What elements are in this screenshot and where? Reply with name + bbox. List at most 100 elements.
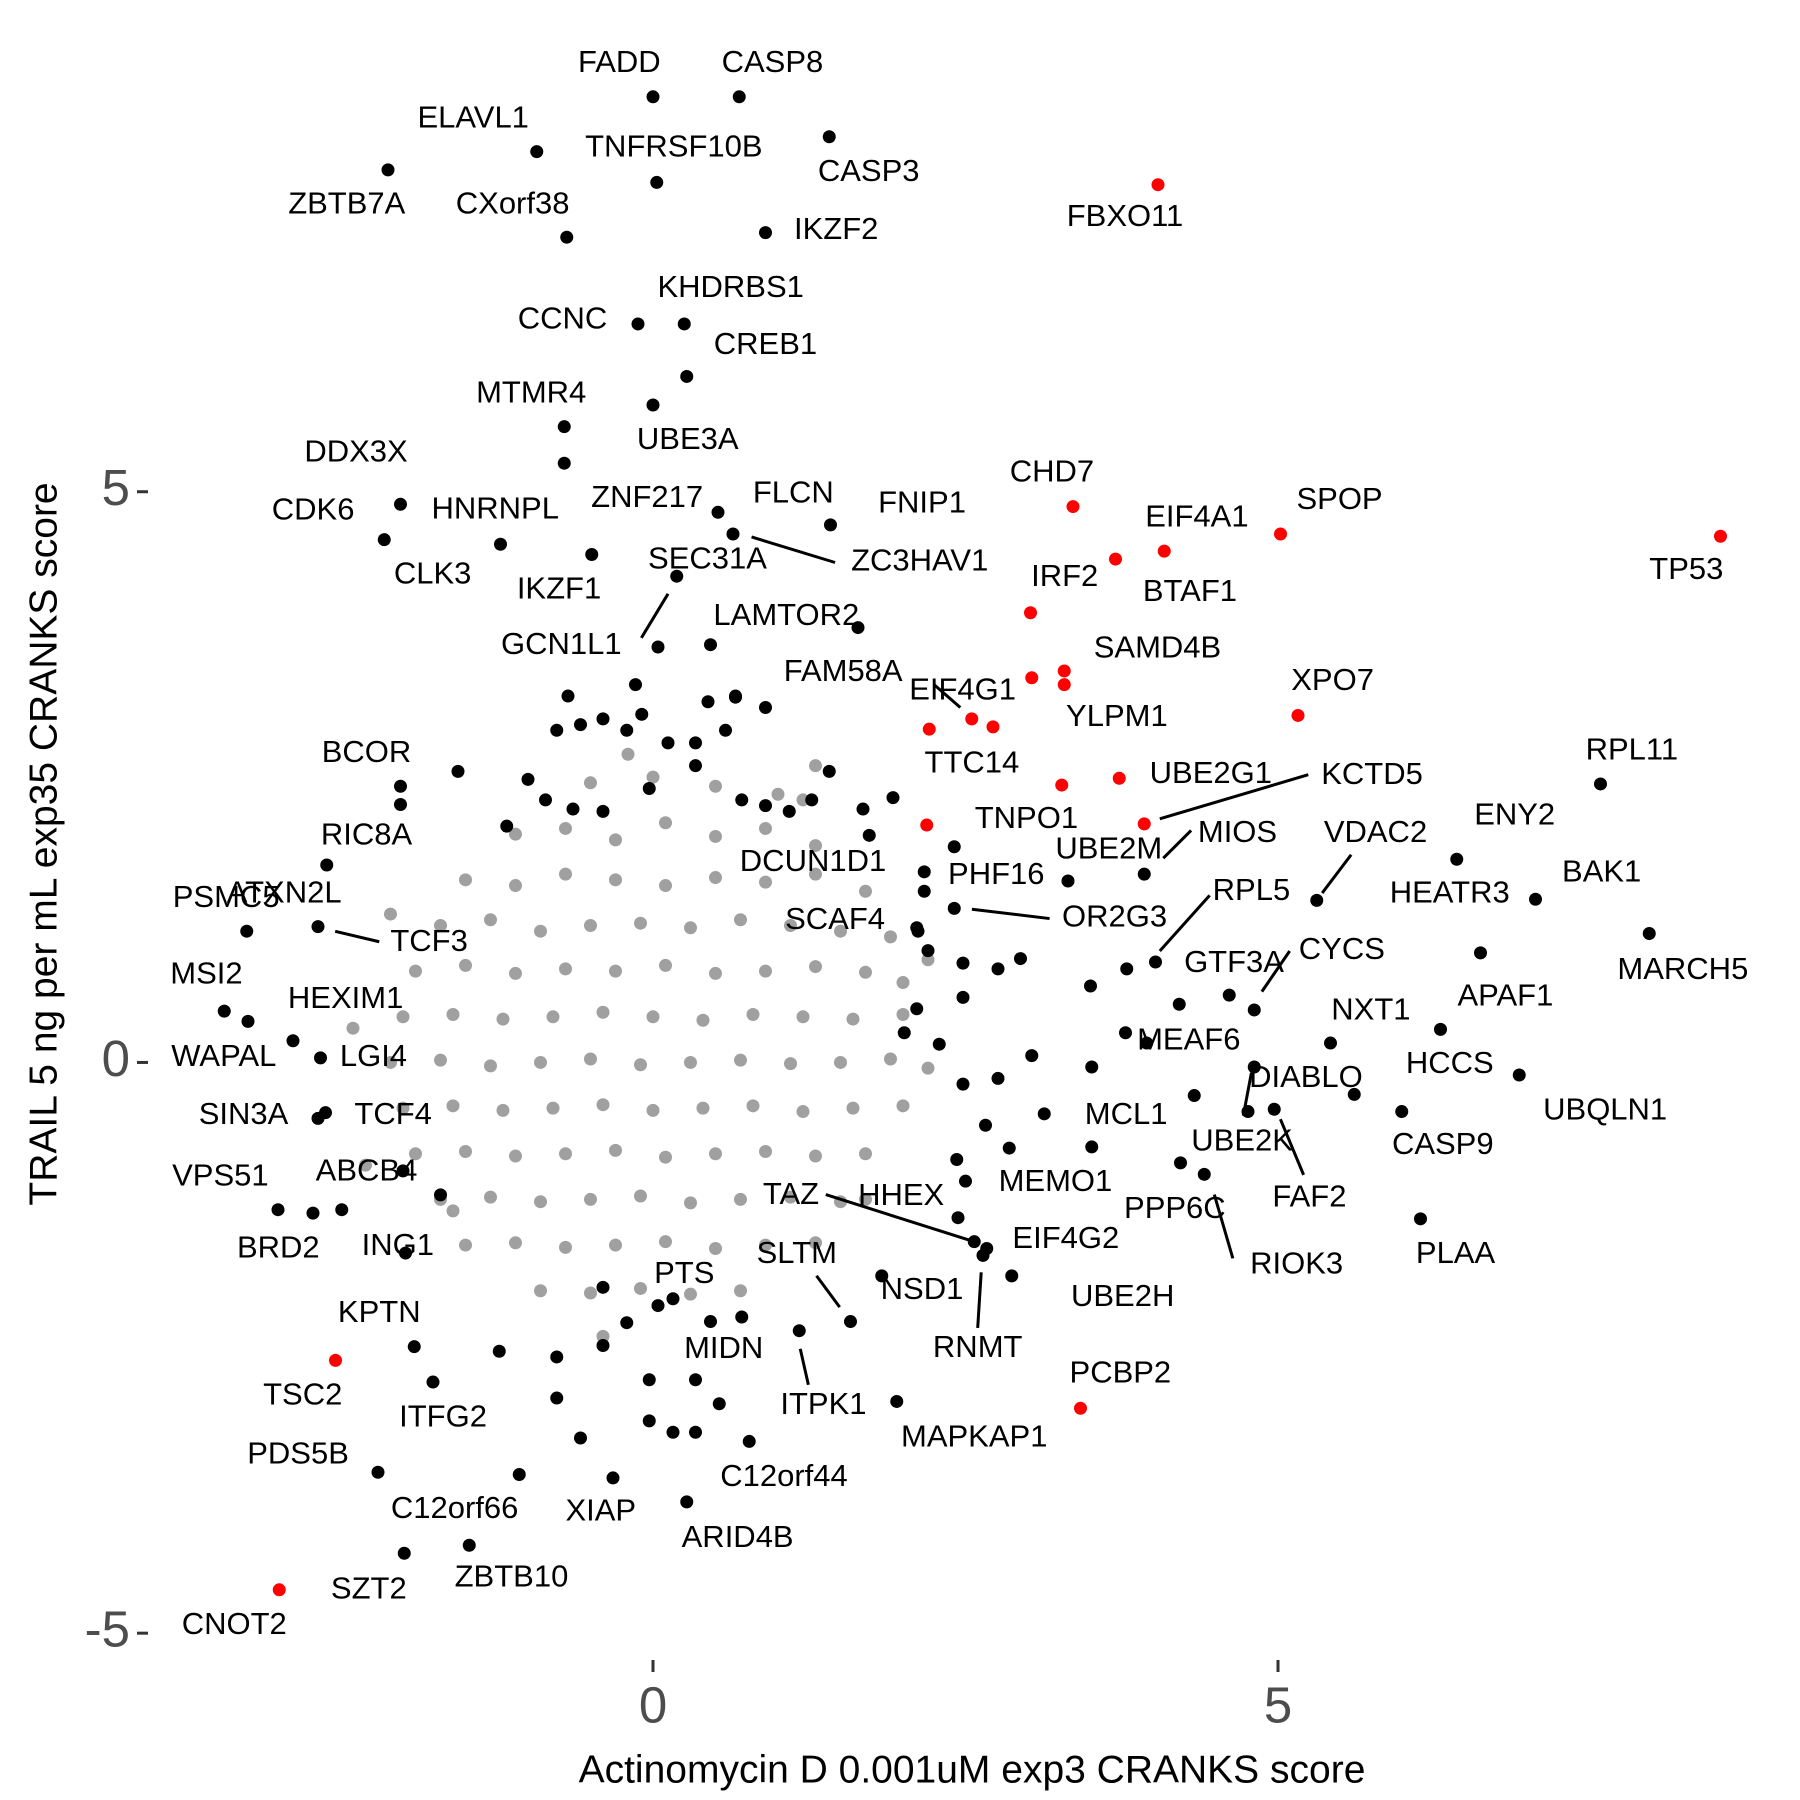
point [546,1010,560,1024]
point [550,723,564,737]
point-label: PCBP2 [1070,1355,1172,1390]
point-label: PDS5B [247,1436,349,1471]
point [459,958,472,972]
y-tick-label: -5 [85,1601,130,1658]
point [711,505,725,519]
point [1037,1107,1051,1121]
point-label: HEATR3 [1390,874,1510,909]
point [734,1284,747,1298]
point [496,1103,510,1117]
point [859,965,872,979]
point-label: CASP9 [1392,1126,1494,1161]
point [759,964,772,978]
point-label: GCN1L1 [501,626,622,661]
point [735,793,749,807]
point [884,1052,897,1066]
point [534,1195,547,1209]
point [646,770,660,784]
point [746,1099,760,1113]
point [734,1053,747,1067]
point [1267,1102,1281,1116]
point [634,916,647,930]
point-label: ITPK1 [780,1386,866,1421]
point [642,1414,656,1428]
point [991,1071,1005,1085]
point [824,518,837,532]
point-label: TSC2 [263,1377,342,1412]
leader-line [1241,1072,1253,1117]
leader-line [825,1193,973,1243]
point [875,1269,889,1283]
point [951,1211,965,1225]
point [596,1280,610,1294]
point-label: SAMD4B [1094,630,1221,665]
point-label: FADD [578,44,661,79]
point [1055,778,1069,792]
point-label: XIAP [565,1493,636,1528]
point-label: TAZ [763,1176,819,1211]
point [709,871,722,885]
point-label: HCCS [1406,1045,1494,1080]
point-label: C12orf44 [720,1458,848,1493]
point [659,879,672,893]
point [1187,1089,1201,1103]
point [1512,1068,1526,1082]
point [557,420,571,434]
point [670,569,684,583]
point [844,1315,857,1329]
point [796,1105,810,1119]
point [631,317,645,331]
point [947,901,961,915]
point [1594,777,1607,791]
point [666,1425,680,1439]
point-label: HHEX [858,1177,944,1212]
point [584,1286,597,1300]
point [371,1465,385,1479]
point [642,1373,656,1387]
point [796,1010,810,1024]
point [446,1008,460,1022]
point [534,1055,547,1069]
point-label: TNFRSF10B [585,129,762,164]
point-label: VDAC2 [1324,814,1427,849]
point [709,829,722,843]
point [1057,664,1071,678]
point [782,804,796,818]
point [759,1238,772,1252]
leader-line [751,535,836,564]
point [922,722,936,736]
point [759,700,772,714]
y-axis-label: TRAIL 5 ng per mL exp35 CRANKS score [22,482,65,1205]
point-label: RPL11 [1586,732,1679,767]
point [434,1188,447,1202]
point [642,782,656,796]
point [726,527,740,541]
point [306,1206,320,1220]
point [1005,1269,1019,1283]
point [272,1583,286,1597]
point [659,1150,672,1164]
point-label: UBE2K [1191,1123,1293,1158]
point [897,1026,911,1040]
point-label: PTS [654,1255,714,1290]
point [1274,527,1287,541]
point [784,918,797,932]
point-label: KHDRBS1 [657,269,803,304]
point [634,1058,647,1072]
point [967,1235,981,1249]
point [534,1284,547,1298]
point [1014,952,1027,966]
point [646,1010,660,1024]
point [696,1101,710,1115]
point [684,1196,697,1210]
point-label: ZBTB7A [288,185,405,220]
point [484,1190,497,1204]
point-label: PHF16 [948,856,1044,891]
point [530,145,544,159]
point-label: MEMO1 [999,1163,1113,1198]
point [512,1468,526,1482]
point [709,966,722,980]
y-tick-label: 5 [102,459,130,516]
point [521,772,535,786]
point [689,736,702,750]
